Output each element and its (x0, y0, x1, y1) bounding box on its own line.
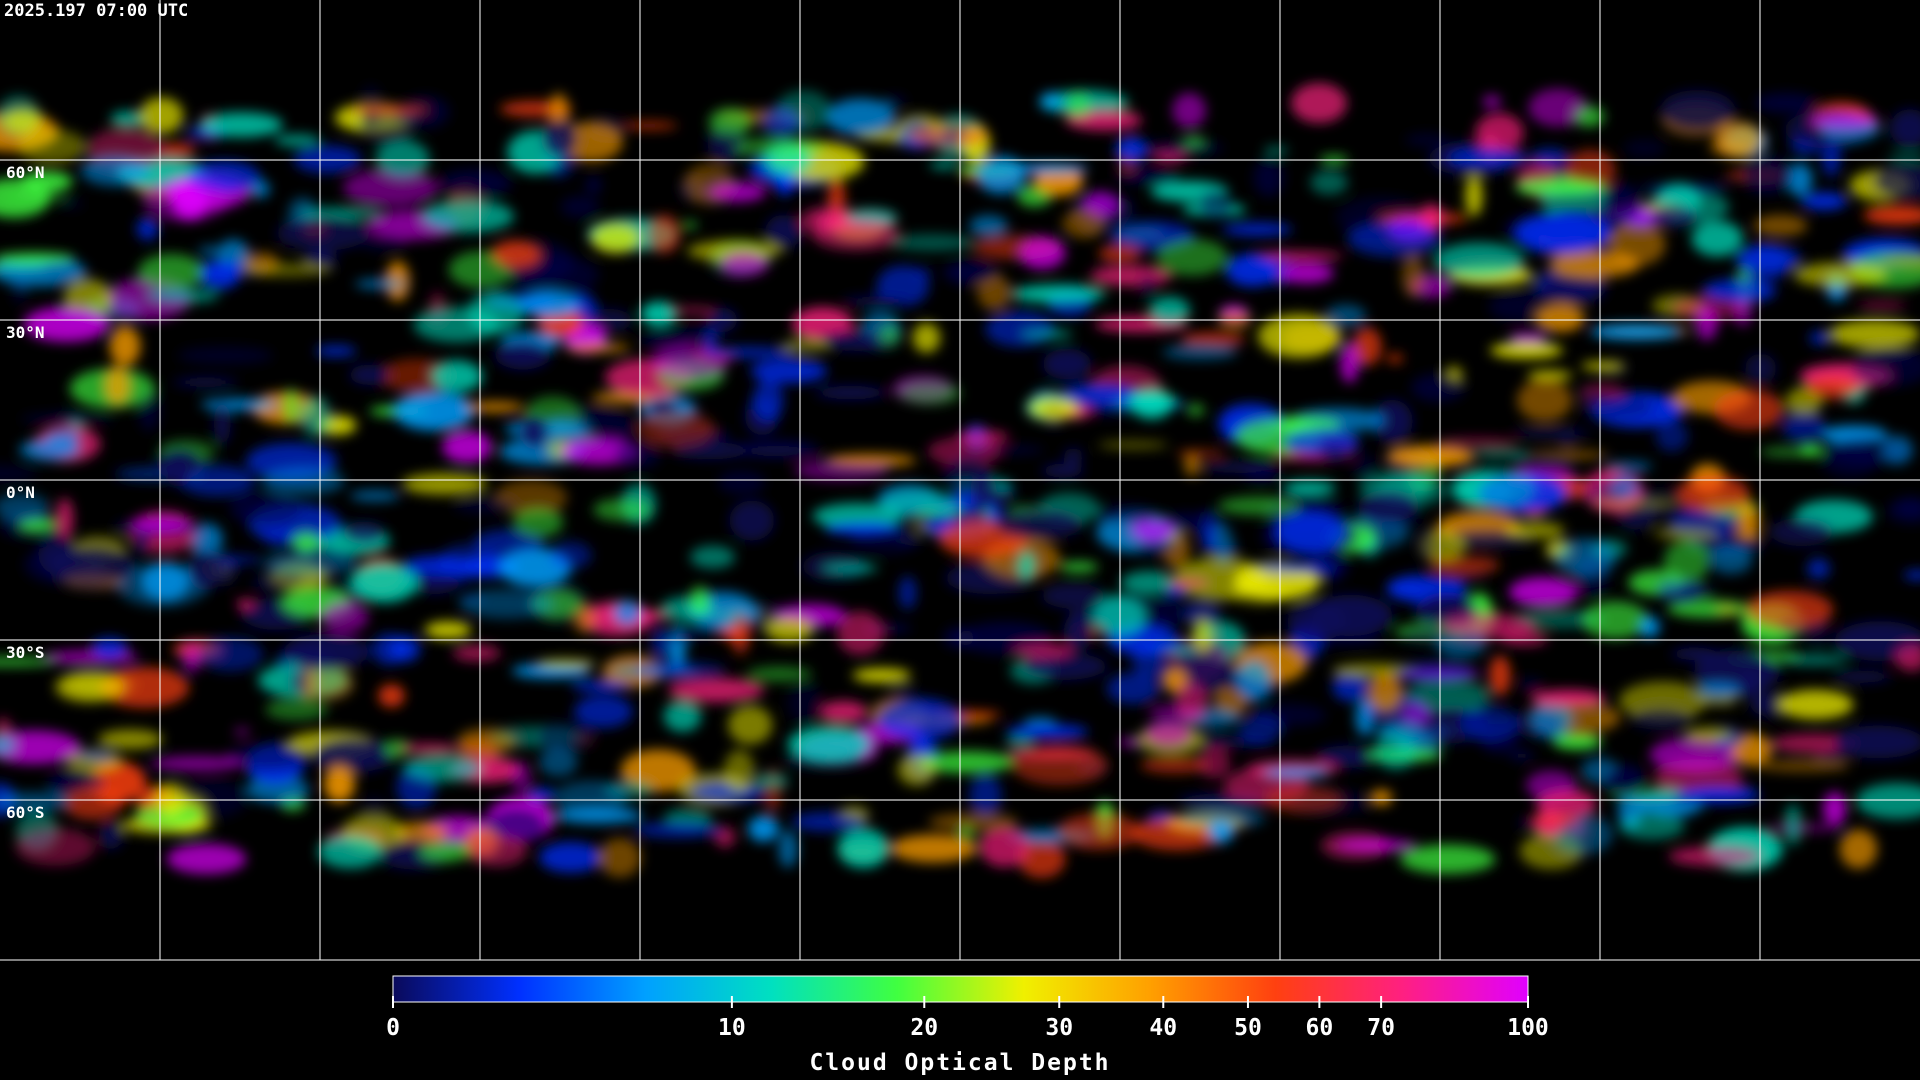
cloud-imagery (0, 83, 1920, 879)
latitude-label: 60°S (6, 803, 45, 822)
colorbar-tick-label: 70 (1367, 1015, 1395, 1041)
latitude-label: 0°N (6, 483, 35, 502)
colorbar-title: Cloud Optical Depth (809, 1050, 1110, 1076)
timestamp: 2025.197 07:00 UTC (4, 1, 188, 21)
latitude-label: 30°N (6, 323, 45, 342)
colorbar-tick-label: 40 (1149, 1015, 1177, 1041)
colorbar-tick-label: 50 (1234, 1015, 1262, 1041)
colorbar-tick-label: 60 (1306, 1015, 1334, 1041)
graticule (0, 0, 1920, 960)
latitude-label: 30°S (6, 643, 45, 662)
colorbar (392, 975, 1529, 1003)
colorbar-tick-label: 20 (910, 1015, 938, 1041)
colorbar-tick-label: 0 (386, 1015, 400, 1041)
latitude-label: 60°N (6, 163, 45, 182)
colorbar-tick-label: 30 (1045, 1015, 1073, 1041)
colorbar-tick-label: 10 (718, 1015, 746, 1041)
colorbar-tick-label: 100 (1507, 1015, 1549, 1041)
